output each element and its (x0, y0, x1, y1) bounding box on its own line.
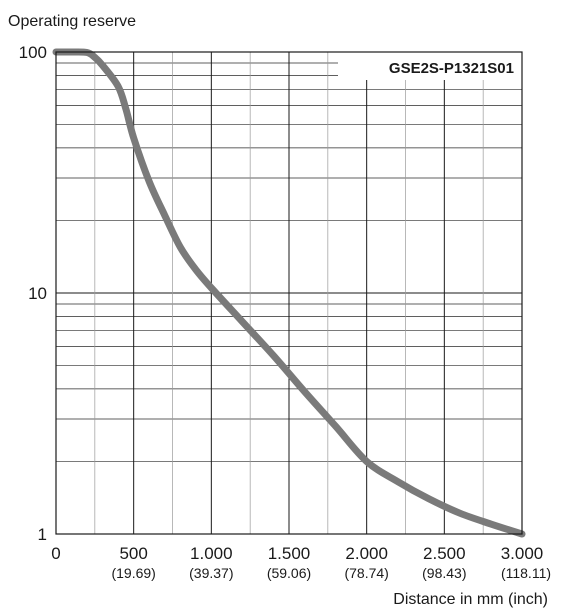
x-tick-label: 3.000 (501, 544, 544, 563)
series-label-box (338, 52, 522, 80)
y-tick-label: 10 (28, 284, 47, 303)
x-tick-label: 2.500 (423, 544, 466, 563)
x-tick-sublabel: (98.43) (422, 565, 466, 581)
y-axis-label: Operating reserve (8, 13, 136, 30)
x-axis-label: Distance in mm (inch) (393, 591, 548, 608)
x-tick-label: 500 (119, 544, 147, 563)
x-tick-sublabel: (39.37) (189, 565, 233, 581)
series-layer (52, 48, 526, 538)
x-tick-label: 1.500 (268, 544, 311, 563)
grid (56, 52, 522, 535)
x-tick-sublabel: (59.06) (267, 565, 311, 581)
x-tick-sublabel: (19.69) (111, 565, 155, 581)
plot-frame (55, 51, 523, 535)
x-tick-sublabel: (118.11) (501, 565, 551, 581)
x-tick-label: 0 (51, 544, 60, 563)
series-line (52, 48, 526, 538)
x-tick-label: 2.000 (345, 544, 388, 563)
x-tick-label: 1.000 (190, 544, 233, 563)
x-tick-sublabel: (78.74) (344, 565, 388, 581)
series-label-layer: GSE2S-P1321S01 (338, 52, 522, 80)
y-tick-labels: 1 10 100 (19, 43, 47, 544)
series-label: GSE2S-P1321S01 (389, 60, 514, 77)
x-tick-labels: 0 500 (19.69) 1.000 (39.37) 1.500 (59.06) 2.000… (51, 544, 551, 581)
y-tick-label: 1 (38, 525, 47, 544)
y-tick-label: 100 (19, 43, 47, 62)
